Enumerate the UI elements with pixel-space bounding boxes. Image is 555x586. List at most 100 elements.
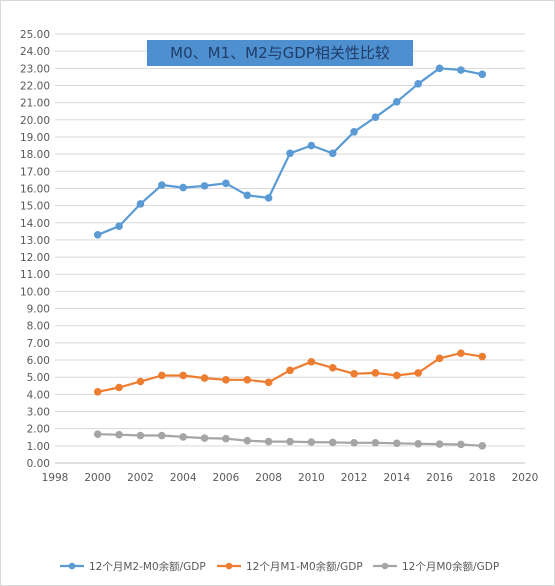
legend-swatch-marker xyxy=(381,562,389,570)
data-point-1 xyxy=(328,149,337,158)
data-point-1 xyxy=(393,97,401,106)
data-point-3 xyxy=(222,434,230,443)
data-point-3 xyxy=(158,431,166,440)
data-point-3 xyxy=(115,430,123,439)
x-tick-label: 2016 xyxy=(426,472,453,484)
data-point-3 xyxy=(478,442,487,450)
data-point-1 xyxy=(457,66,465,74)
data-point-2 xyxy=(222,375,230,384)
data-point-1 xyxy=(136,200,145,208)
y-tick-label: 18.00 xyxy=(20,149,50,161)
y-tick-label: 8.00 xyxy=(27,321,50,333)
y-tick-label: 9.00 xyxy=(27,304,50,316)
legend-swatch-marker xyxy=(225,562,233,570)
x-tick-label: 1998 xyxy=(42,472,69,484)
data-point-2 xyxy=(457,349,465,357)
data-point-1 xyxy=(307,141,316,150)
y-tick-label: 15.00 xyxy=(20,201,50,213)
data-point-2 xyxy=(393,371,401,380)
y-tick-label: 22.00 xyxy=(20,80,50,92)
axes: 0.00 1.00 2.00 3.00 4.00 5.00 6.00 7.00 8.00 9.00… xyxy=(20,29,538,484)
data-point-3 xyxy=(307,438,316,446)
data-point-1 xyxy=(371,113,380,122)
data-point-3 xyxy=(136,431,145,440)
x-tick-label: 2014 xyxy=(383,472,410,484)
y-tick-label: 19.00 xyxy=(20,132,50,144)
legend: 12个月M2-M0余额/GDP 12个月M1-M0余额/GDP 12个月M0余额/G… xyxy=(60,560,499,573)
data-point-2 xyxy=(478,352,487,361)
y-tick-label: 11.00 xyxy=(20,269,50,281)
data-point-2 xyxy=(179,371,187,380)
y-tick-label: 25.00 xyxy=(20,29,50,41)
series-lines xyxy=(93,64,487,450)
y-tick-label: 12.00 xyxy=(20,252,50,264)
data-point-1 xyxy=(179,183,187,192)
data-point-3 xyxy=(264,437,273,446)
data-point-2 xyxy=(158,371,166,380)
data-point-1 xyxy=(200,182,209,190)
data-point-2 xyxy=(307,357,316,366)
data-point-2 xyxy=(243,375,252,384)
data-point-3 xyxy=(243,436,252,445)
legend-label: 12个月M0余额/GDP xyxy=(402,560,499,573)
x-tick-label: 2018 xyxy=(469,472,496,484)
y-tick-label: 24.00 xyxy=(20,46,50,58)
data-point-1 xyxy=(264,194,273,202)
data-point-2 xyxy=(350,369,358,378)
data-point-1 xyxy=(158,181,166,189)
data-point-3 xyxy=(179,433,187,441)
data-point-2 xyxy=(200,374,209,382)
data-point-2 xyxy=(435,354,444,363)
data-point-2 xyxy=(264,378,273,387)
y-tick-label: 6.00 xyxy=(27,355,50,367)
x-tick-label: 2008 xyxy=(255,472,282,484)
data-point-1 xyxy=(243,191,252,200)
data-point-1 xyxy=(350,128,358,136)
y-tick-label: 23.00 xyxy=(20,63,50,75)
y-tick-label: 4.00 xyxy=(27,389,50,401)
y-tick-label: 16.00 xyxy=(20,183,50,195)
data-point-3 xyxy=(457,440,465,449)
chart-title: M0、M1、M2与GDP相关性比较 xyxy=(170,44,390,62)
y-tick-label: 3.00 xyxy=(27,407,50,419)
chart-title-group: M0、M1、M2与GDP相关性比较 xyxy=(147,40,413,66)
data-point-3 xyxy=(435,440,444,448)
x-tick-label: 2002 xyxy=(127,472,154,484)
chart-title-background xyxy=(147,40,413,66)
y-tick-label: 21.00 xyxy=(20,98,50,110)
data-point-1 xyxy=(286,149,294,158)
data-point-1 xyxy=(435,64,444,73)
legend-swatch-marker xyxy=(68,562,76,570)
data-point-2 xyxy=(414,369,422,377)
data-point-3 xyxy=(414,439,422,448)
data-point-1 xyxy=(478,70,487,79)
x-tick-label: 2012 xyxy=(341,472,368,484)
data-point-3 xyxy=(371,438,380,447)
y-tick-label: 0.00 xyxy=(27,458,50,470)
data-point-1 xyxy=(115,222,123,230)
legend-label: 12个月M2-M0余额/GDP xyxy=(89,560,206,573)
y-tick-label: 14.00 xyxy=(20,218,50,230)
data-point-2 xyxy=(328,363,337,372)
y-tick-label: 13.00 xyxy=(20,235,50,247)
y-tick-label: 1.00 xyxy=(27,441,50,453)
data-point-2 xyxy=(286,366,294,375)
data-point-2 xyxy=(371,369,380,377)
x-tick-label: 2006 xyxy=(213,472,240,484)
data-point-1 xyxy=(222,179,230,188)
data-point-3 xyxy=(393,439,401,448)
data-point-3 xyxy=(286,437,294,446)
x-tick-label: 2020 xyxy=(512,472,539,484)
data-point-2 xyxy=(136,377,145,386)
legend-label: 12个月M1-M0余额/GDP xyxy=(246,560,363,573)
data-point-1 xyxy=(93,230,102,239)
y-tick-label: 10.00 xyxy=(20,286,50,298)
x-tick-label: 2010 xyxy=(298,472,325,484)
data-point-3 xyxy=(328,438,337,447)
y-tick-label: 7.00 xyxy=(27,338,50,350)
y-tick-label: 17.00 xyxy=(20,166,50,178)
data-point-1 xyxy=(414,79,422,88)
